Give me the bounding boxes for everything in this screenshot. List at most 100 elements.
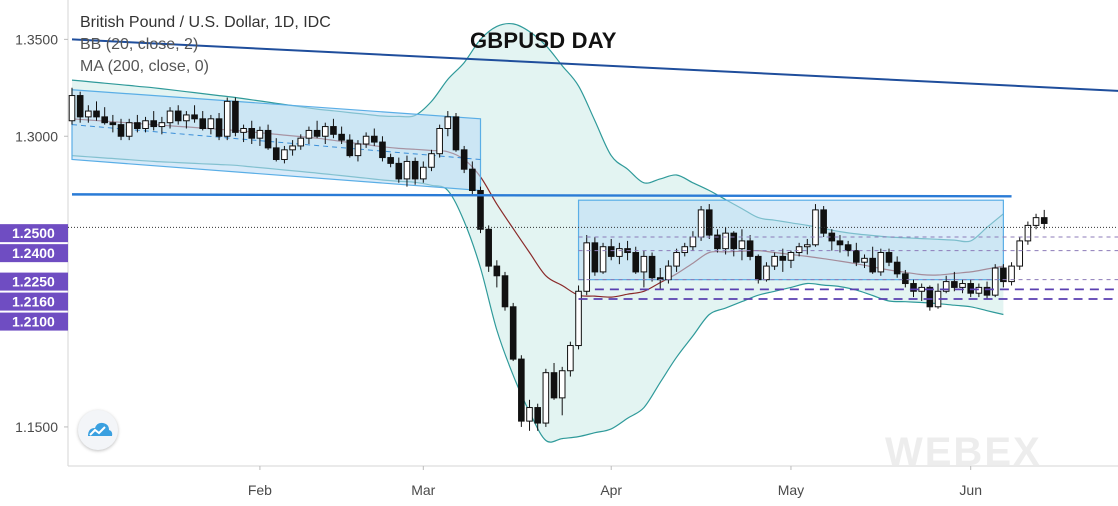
candle — [444, 111, 452, 137]
candle — [452, 112, 460, 152]
candle — [730, 231, 738, 257]
candle — [877, 248, 885, 276]
candle-body-up — [787, 252, 795, 261]
candle-body-up — [542, 372, 550, 424]
candle — [199, 111, 207, 131]
price-badge — [0, 244, 68, 263]
candle-body-down — [951, 281, 958, 288]
candle-body-down — [501, 275, 509, 308]
candle — [509, 302, 517, 362]
candle — [771, 252, 778, 270]
x-tick-label: May — [778, 482, 804, 498]
candle — [1016, 237, 1024, 270]
candle-body-down — [346, 139, 354, 157]
candle-body-up — [795, 246, 803, 254]
candle — [158, 116, 166, 135]
candle — [673, 248, 680, 272]
candle-body-up — [362, 135, 370, 145]
candle — [534, 403, 541, 431]
y-tick-label: 1.3000 — [15, 128, 58, 144]
price-badge-label: 1.2250 — [12, 274, 55, 290]
chart-legend: British Pound / U.S. Dollar, 1D, IDC BB … — [80, 12, 331, 78]
candle-body-down — [452, 116, 460, 151]
candle — [558, 366, 566, 416]
candle — [681, 242, 689, 257]
candle-body-down — [779, 255, 787, 261]
candle — [297, 134, 305, 150]
candle-body-down — [534, 407, 541, 424]
candle-body-down — [330, 126, 337, 135]
candle — [640, 250, 648, 288]
candle-body-down — [967, 283, 975, 294]
candle-body-up — [1008, 265, 1015, 283]
candle-body-up — [640, 255, 648, 273]
candle-body-up — [681, 246, 689, 254]
candle-body-down — [395, 162, 403, 180]
candle — [232, 97, 239, 137]
candle-body-down — [983, 286, 991, 296]
candle — [379, 136, 386, 162]
candle-body-up — [877, 252, 885, 273]
candle-body-down — [730, 232, 738, 250]
candle — [428, 149, 435, 172]
candle-body-down — [199, 118, 207, 129]
candle — [330, 118, 337, 139]
candle-body-down — [313, 129, 321, 137]
candle-body-down — [93, 110, 100, 118]
watermark: WEBEX — [885, 430, 1042, 474]
candle — [836, 235, 844, 253]
candle-body-up — [85, 110, 92, 118]
price-badge-label: 1.2400 — [12, 245, 55, 261]
candle-body-down — [910, 283, 917, 292]
candle-body-down — [248, 127, 256, 139]
candle — [101, 107, 108, 125]
candle-body-up — [240, 127, 247, 133]
candle-body-up — [183, 114, 190, 122]
candle — [869, 246, 876, 274]
tradingview-logo[interactable] — [78, 410, 118, 450]
candle-body-up — [207, 118, 215, 129]
candle-body-up — [354, 143, 362, 157]
candle-body-up — [142, 120, 149, 129]
candle-body-down — [836, 240, 844, 246]
candle-body-down — [853, 250, 860, 263]
x-tick-label: Jun — [959, 482, 982, 498]
candle-body-up — [763, 265, 770, 281]
candle — [248, 120, 256, 145]
candle-body-up — [942, 281, 950, 292]
candle — [738, 229, 746, 261]
candle-body-up — [959, 283, 966, 288]
candle-body-up — [771, 255, 778, 267]
candle-body-up — [403, 160, 411, 180]
candle-body-up — [616, 248, 623, 257]
candle — [967, 279, 975, 298]
candle-body-up — [1032, 217, 1040, 226]
candle — [714, 229, 721, 253]
candle-body-up — [420, 166, 427, 180]
candle — [885, 248, 893, 267]
cloud-icon — [88, 422, 113, 436]
candle-body-down — [76, 95, 84, 118]
price-badge-label: 1.2160 — [12, 294, 55, 310]
axes: 1.3500 1.3000 1.1500 1.2500 1.2400 1.2250 1.21… — [0, 31, 982, 498]
candle-body-down — [477, 190, 484, 230]
candle-body-down — [485, 228, 492, 267]
candle-body-down — [1040, 217, 1048, 224]
candle — [370, 128, 378, 146]
candle — [591, 237, 599, 276]
candle — [910, 279, 917, 298]
candle — [607, 238, 615, 261]
candle-body-down — [844, 244, 852, 252]
candle-body-down — [117, 124, 125, 137]
candle — [305, 126, 313, 145]
long-trendline — [71, 38, 1118, 92]
candle-body-down — [101, 116, 108, 124]
candle-body-down — [754, 255, 762, 281]
candle — [983, 281, 991, 300]
candle-body-down — [746, 240, 754, 257]
candle-body-down — [714, 234, 721, 250]
candle-body-up — [305, 129, 313, 139]
candle-body-down — [387, 157, 394, 164]
legend-ma: MA (200, close, 0) — [80, 58, 209, 75]
